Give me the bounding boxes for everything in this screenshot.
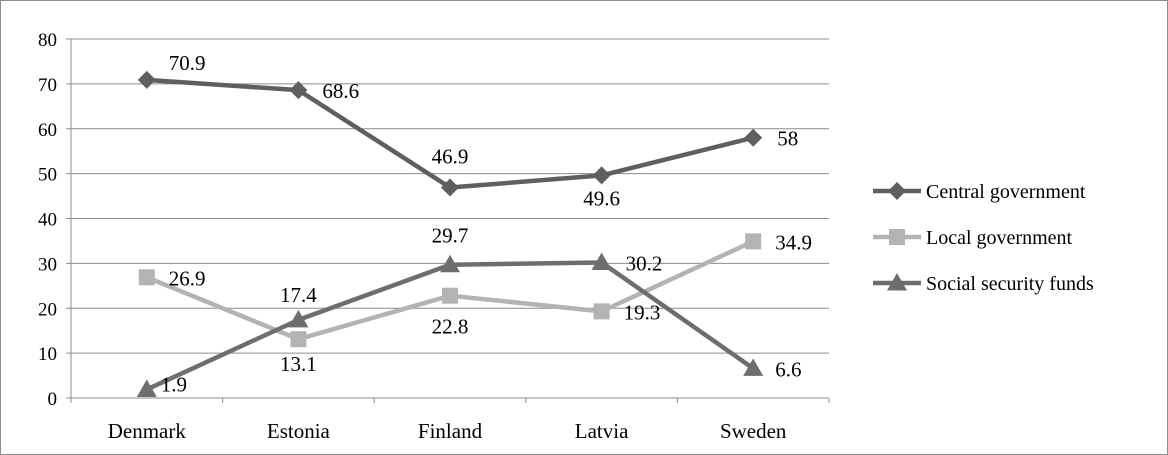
series-social-security-funds (136, 252, 764, 397)
y-tick-label: 70 (38, 75, 57, 96)
legend-label: Central government (926, 181, 1086, 203)
legend-item: Social security funds (873, 273, 1094, 295)
data-point (744, 128, 763, 147)
data-label: 68.6 (322, 79, 359, 103)
gridlines (71, 38, 829, 354)
y-tick-label: 20 (38, 299, 57, 320)
legend-label: Local government (926, 227, 1072, 249)
y-tick-label: 10 (38, 344, 57, 365)
data-label: 1.9 (161, 372, 187, 396)
y-tick-label: 40 (38, 210, 57, 231)
x-tick-label: Denmark (108, 419, 187, 443)
data-point (440, 254, 460, 273)
data-point (136, 379, 157, 397)
data-point (289, 81, 308, 100)
y-tick-label: 30 (38, 254, 57, 275)
data-label: 22.8 (432, 315, 469, 339)
y-tick-label: 80 (38, 30, 57, 51)
data-label: 29.7 (432, 224, 469, 248)
data-point (743, 358, 764, 376)
data-point (591, 252, 612, 270)
legend-label: Social security funds (926, 273, 1094, 295)
axes (66, 38, 830, 403)
y-tick-label: 50 (38, 165, 57, 186)
x-tick-label: Finland (418, 419, 483, 443)
data-point (593, 303, 610, 320)
x-axis-ticks: Denmark Estonia Finland Latvia Sweden (108, 419, 787, 443)
x-tick-label: Latvia (575, 419, 629, 443)
data-label: 49.6 (583, 186, 620, 210)
data-label: 6.6 (775, 357, 801, 381)
data-label: 26.9 (169, 266, 206, 290)
y-tick-label: 0 (48, 389, 58, 410)
data-label: 70.9 (169, 51, 206, 75)
data-point (138, 269, 155, 286)
data-labels: 70.9 68.6 46.9 49.6 58 26.9 13.1 22.8 19.3 34.9 1.… (161, 51, 812, 397)
data-label: 58 (777, 127, 798, 151)
data-point (745, 233, 762, 250)
data-point (441, 178, 459, 197)
data-label: 19.3 (624, 300, 661, 324)
x-tick-label: Estonia (267, 419, 331, 443)
data-label: 30.2 (626, 251, 663, 275)
data-label: 13.1 (280, 352, 317, 376)
data-point (288, 309, 309, 328)
series-layer (136, 70, 764, 397)
legend-marker (889, 229, 905, 245)
data-label: 34.9 (775, 230, 812, 254)
x-tick-label: Sweden (720, 419, 787, 443)
series-local-government (138, 233, 762, 348)
legend-marker (888, 182, 906, 200)
y-axis-ticks: 0 10 20 30 40 50 60 70 80 (38, 30, 57, 410)
data-point (442, 287, 458, 304)
legend: Central government Local government Social… (873, 181, 1094, 295)
data-point (290, 331, 307, 348)
legend-item: Central government (873, 181, 1086, 203)
data-label: 46.9 (432, 145, 469, 169)
data-point (137, 70, 156, 89)
legend-item: Local government (873, 227, 1072, 249)
legend-marker (887, 273, 907, 291)
data-label: 17.4 (280, 283, 317, 307)
y-tick-label: 60 (38, 120, 57, 141)
series-line (146, 77, 754, 190)
series-central-government (137, 70, 763, 197)
data-point (592, 166, 611, 185)
